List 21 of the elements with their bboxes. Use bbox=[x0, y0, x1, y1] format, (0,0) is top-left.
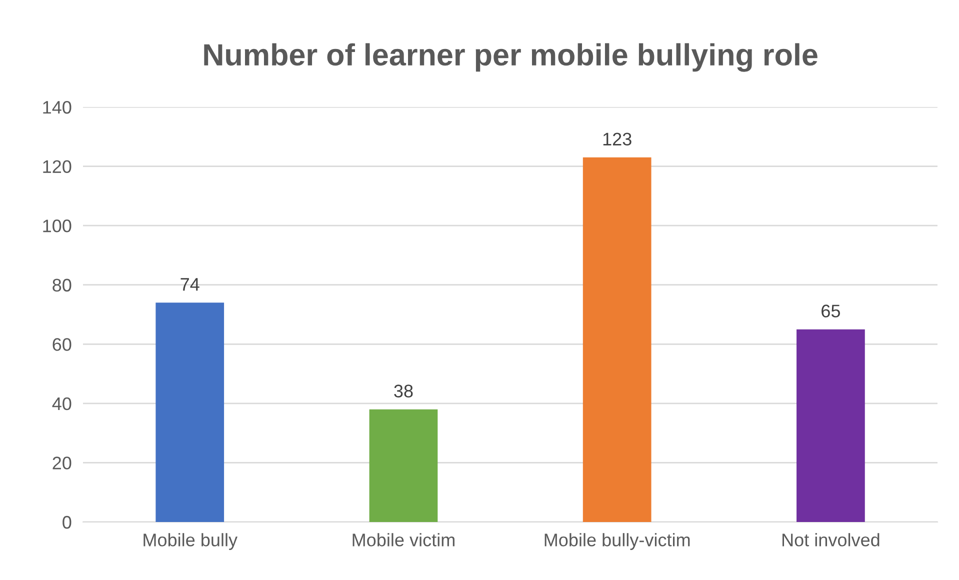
y-tick-label: 0 bbox=[62, 516, 72, 529]
y-tick-label: 20 bbox=[52, 456, 72, 470]
y-tick-label: 80 bbox=[52, 278, 72, 292]
y-tick-label: 140 bbox=[43, 100, 72, 114]
y-tick-label: 120 bbox=[43, 160, 72, 174]
x-tick-label: Mobile bully bbox=[144, 533, 238, 550]
x-tick-label: Mobile bully-victim bbox=[544, 533, 690, 550]
bar bbox=[582, 157, 652, 522]
chart-title: Number of learner per mobile bullying role bbox=[204, 43, 818, 72]
y-tick-label: 40 bbox=[52, 397, 72, 410]
bar bbox=[156, 302, 224, 522]
x-tick-label: Mobile victim bbox=[352, 533, 454, 546]
y-tick-label: 100 bbox=[43, 220, 72, 232]
x-tick-label: Not involved bbox=[782, 533, 880, 546]
data-label: 38 bbox=[394, 384, 413, 398]
bar bbox=[796, 329, 865, 522]
y-tick-label: 60 bbox=[52, 338, 72, 351]
bar bbox=[369, 409, 438, 522]
data-label: 74 bbox=[180, 278, 200, 291]
data-label: 65 bbox=[822, 304, 840, 318]
data-label: 123 bbox=[603, 132, 632, 146]
